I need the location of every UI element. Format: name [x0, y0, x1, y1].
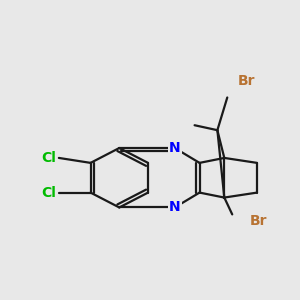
Text: Cl: Cl [41, 151, 56, 165]
Text: N: N [169, 200, 181, 214]
Text: Br: Br [238, 74, 256, 88]
Text: N: N [169, 141, 181, 155]
Text: Cl: Cl [41, 186, 56, 200]
Text: Br: Br [250, 214, 268, 228]
